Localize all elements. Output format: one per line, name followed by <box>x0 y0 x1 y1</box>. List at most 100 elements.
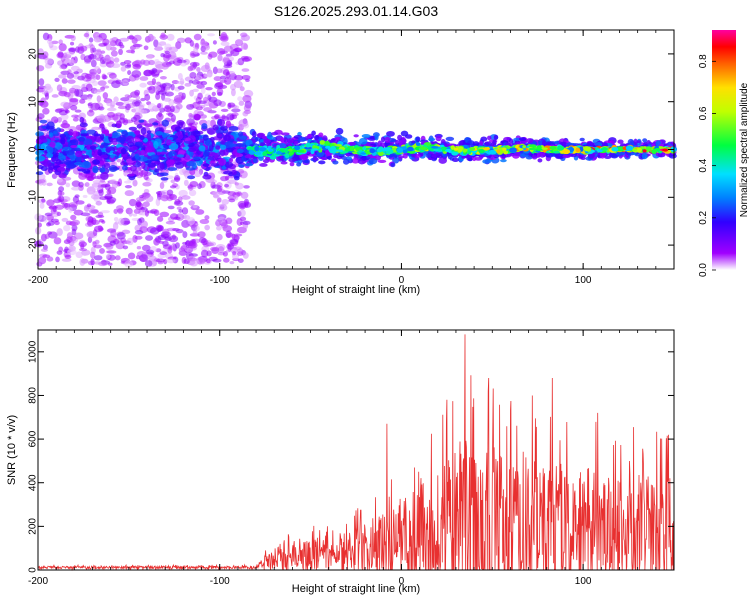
spectrogram-cell <box>111 123 117 128</box>
spectrogram-ylabel: Frequency (Hz) <box>6 112 18 188</box>
spectrogram-cell <box>40 165 48 171</box>
spectrogram-cell <box>230 49 240 57</box>
spectrogram-cell <box>99 196 109 201</box>
spectrogram-cell <box>492 139 497 146</box>
spectrogram-cell <box>210 176 215 185</box>
spectrogram-cell <box>156 162 165 171</box>
spectrogram-cell <box>146 130 152 134</box>
spectrogram-cell <box>237 248 244 255</box>
spectrogram-cell <box>579 137 585 142</box>
spectrogram-cell <box>37 173 46 180</box>
spectrogram-cell <box>451 157 460 163</box>
spectrogram-cell <box>217 246 225 254</box>
spectrogram-cell <box>377 159 387 163</box>
spectrogram-cell <box>207 33 215 37</box>
spectrogram-cell <box>92 133 101 137</box>
spectrogram-cell <box>136 124 143 129</box>
spectrogram-cell <box>115 101 124 106</box>
spectrogram-cell <box>42 159 51 167</box>
spectrogram-cell <box>397 155 405 159</box>
spectrogram-cell <box>60 101 69 107</box>
spectrogram-cell <box>276 151 282 155</box>
spectrogram-cell <box>464 154 473 159</box>
spectrogram-cell <box>316 150 325 158</box>
spectrogram-cell <box>488 149 497 155</box>
spectrogram-cell <box>184 82 192 87</box>
spectrogram-cell <box>193 113 201 121</box>
spectrogram-cell <box>128 209 133 217</box>
spectrogram-cell <box>219 79 227 83</box>
spectrogram-cell <box>631 148 638 152</box>
spectrogram-cell <box>74 194 80 198</box>
spectrogram-cell <box>110 229 117 238</box>
spectrogram-cell <box>333 154 339 159</box>
spectrogram-cell <box>202 163 210 167</box>
spectrogram-cell <box>140 97 146 102</box>
spectrogram-cell <box>169 185 177 189</box>
spectrogram-cell <box>447 153 452 160</box>
spectrogram-cell <box>134 153 140 160</box>
spectrogram-cell <box>42 254 51 259</box>
spectrogram-cell <box>193 33 202 41</box>
snr-series-line <box>37 334 675 572</box>
spectrogram-cell <box>101 142 110 146</box>
spectrogram-cell <box>262 159 270 164</box>
spectrogram-cell <box>271 131 279 136</box>
spectrogram-cell <box>125 49 136 54</box>
spectrogram-cell <box>175 41 182 50</box>
spectrogram-cell <box>365 150 371 155</box>
spectrogram-cell <box>49 141 56 148</box>
spectrogram-cell <box>193 156 200 161</box>
spectrogram-cell <box>143 45 149 51</box>
spectrogram-cell <box>88 37 94 43</box>
spectrogram-cell <box>230 154 236 159</box>
spectrogram-cell <box>188 200 195 206</box>
spectrogram-cell <box>63 91 71 98</box>
spectrogram-cell <box>166 258 176 264</box>
spectrogram-cell <box>361 133 371 139</box>
spectrogram-cell <box>54 204 64 210</box>
spectrogram-cell <box>99 123 105 129</box>
spectrogram-cell <box>113 96 119 103</box>
y-tick-label: 400 <box>28 474 39 491</box>
spectrogram-cell <box>204 73 213 78</box>
spectrogram-cell <box>69 41 75 46</box>
spectrogram-cell <box>355 147 360 152</box>
spectrogram-cell <box>536 145 542 150</box>
spectrogram-cell <box>287 148 293 152</box>
spectrogram-cell <box>229 138 235 143</box>
spectrogram-cell <box>85 83 93 92</box>
spectrogram-cell <box>662 148 669 152</box>
spectrogram-cell <box>163 54 170 62</box>
spectrogram-cell <box>39 100 49 108</box>
spectrogram-cell <box>213 193 219 199</box>
spectrogram-cell <box>223 134 231 142</box>
spectrogram-cell <box>167 167 178 171</box>
spectrogram-cell <box>636 147 643 152</box>
spectrogram-cell <box>164 50 170 55</box>
spectrogram-cell <box>472 141 480 147</box>
spectrogram-cell <box>79 122 88 128</box>
spectrogram-cell <box>188 80 193 84</box>
spectrogram-cell <box>224 183 229 188</box>
spectrogram-cell <box>129 145 138 151</box>
spectrogram-cell <box>400 130 409 137</box>
spectrogram-cell <box>37 258 42 266</box>
spectrogram-cell <box>212 258 222 263</box>
spectrogram-cell <box>42 107 50 115</box>
spectrogram-cell <box>562 148 571 155</box>
spectrogram-cell <box>162 129 172 134</box>
spectrogram-cell <box>312 148 318 151</box>
spectrogram-cell <box>187 241 198 249</box>
spectrogram-cell <box>70 139 79 147</box>
spectrogram-cell <box>87 149 92 157</box>
spectrogram-cell <box>125 135 135 144</box>
y-tick-label: -20 <box>28 237 39 252</box>
spectrogram-cell <box>220 108 229 113</box>
spectrogram-cell <box>159 181 165 189</box>
spectrogram-cell <box>428 137 436 142</box>
colorbar-label: Normalized spectral amplitude <box>739 82 750 217</box>
spectrogram-cell <box>212 191 219 195</box>
spectrogram-cell <box>441 146 446 152</box>
spectrogram-cell <box>187 175 196 180</box>
